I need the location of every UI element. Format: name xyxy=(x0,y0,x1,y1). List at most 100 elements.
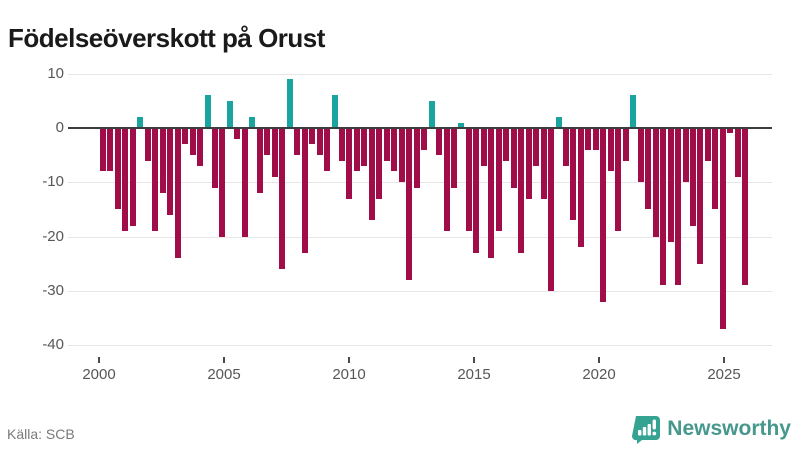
bar-negative xyxy=(450,128,457,188)
bar-positive xyxy=(249,117,256,128)
bar-negative xyxy=(174,128,181,259)
y-axis-tick-label: -10 xyxy=(42,173,64,191)
bar-negative xyxy=(368,128,375,221)
x-axis-tick-mark xyxy=(98,357,100,363)
bar-negative xyxy=(734,128,741,177)
bar-negative xyxy=(219,128,226,237)
bar-negative xyxy=(100,128,106,172)
x-axis-tick-label: 2000 xyxy=(82,366,116,383)
newsworthy-logo[interactable]: Newsworthy xyxy=(631,414,791,444)
bar-positive xyxy=(137,117,144,128)
y-axis-tick-label: -20 xyxy=(42,227,64,245)
bar-negative xyxy=(480,128,487,166)
bar-negative xyxy=(234,128,241,139)
y-axis-tick-label: -40 xyxy=(42,336,64,353)
bar-negative xyxy=(443,128,450,232)
bar-negative xyxy=(353,128,360,172)
gridline xyxy=(68,290,772,292)
bar-negative xyxy=(338,128,345,161)
bar-negative xyxy=(548,128,555,291)
bar-negative xyxy=(652,128,659,237)
bar-negative xyxy=(712,128,719,210)
bar-negative xyxy=(241,128,248,237)
bar-negative xyxy=(122,128,129,232)
bar-negative xyxy=(346,128,353,199)
bar-negative xyxy=(324,128,331,172)
bar-positive xyxy=(331,95,338,128)
bar-positive xyxy=(630,95,637,128)
x-axis-tick-mark xyxy=(598,357,600,363)
x-axis-tick-label: 2020 xyxy=(582,366,616,383)
x-axis-tick-mark xyxy=(348,357,350,363)
bar-negative xyxy=(264,128,271,156)
newsworthy-logo-text: Newsworthy xyxy=(667,417,791,440)
bar-negative xyxy=(540,128,547,199)
bar-negative xyxy=(465,128,472,232)
gridline xyxy=(68,345,772,346)
bar-negative xyxy=(727,128,734,134)
bar-negative xyxy=(391,128,398,172)
gridline xyxy=(68,182,772,184)
birth-surplus-bar-chart: 10 0 -10 -20 -30 -40 2000 2005 2010 2015 2020 2025 xyxy=(42,65,772,383)
bar-positive xyxy=(204,95,211,128)
bar-negative xyxy=(637,128,644,183)
bar-negative xyxy=(182,128,189,145)
bar-negative xyxy=(376,128,383,199)
bar-negative xyxy=(159,128,166,194)
x-axis-tick-mark xyxy=(723,357,725,363)
bar-negative xyxy=(212,128,219,188)
bar-negative xyxy=(607,128,614,172)
bar-positive xyxy=(458,122,465,128)
bar-negative xyxy=(144,128,151,161)
bar-negative xyxy=(114,128,121,210)
bar-negative xyxy=(129,128,136,226)
bar-negative xyxy=(406,128,413,280)
bar-negative xyxy=(645,128,652,210)
bar-negative xyxy=(167,128,174,215)
bar-negative xyxy=(577,128,584,248)
bar-negative xyxy=(704,128,711,161)
x-axis-tick-label: 2025 xyxy=(707,366,741,383)
bar-negative xyxy=(533,128,540,166)
bar-negative xyxy=(495,128,502,232)
bar-negative xyxy=(152,128,159,232)
bar-negative xyxy=(742,128,749,286)
x-axis-tick-mark xyxy=(223,357,225,363)
x-axis-tick-label: 2005 xyxy=(207,366,241,383)
bar-negative xyxy=(503,128,510,161)
bar-negative xyxy=(398,128,405,183)
bar-negative xyxy=(563,128,570,166)
bar-negative xyxy=(189,128,196,156)
bar-negative xyxy=(675,128,682,286)
y-axis-tick-label: 0 xyxy=(55,119,64,136)
bar-negative xyxy=(719,128,726,329)
bar-negative xyxy=(316,128,323,156)
bar-negative xyxy=(383,128,390,161)
bar-negative xyxy=(518,128,525,253)
bar-negative xyxy=(585,128,592,150)
x-axis-tick-label: 2015 xyxy=(457,366,491,383)
bar-negative xyxy=(660,128,667,286)
bar-negative xyxy=(301,128,308,253)
bar-negative xyxy=(682,128,689,183)
bar-negative xyxy=(510,128,517,188)
bar-negative xyxy=(309,128,316,145)
bar-negative xyxy=(197,128,204,166)
bar-negative xyxy=(256,128,263,194)
bar-negative xyxy=(271,128,278,177)
bar-negative xyxy=(488,128,495,259)
bar-positive xyxy=(226,100,233,128)
bar-positive xyxy=(286,79,293,128)
bar-negative xyxy=(361,128,368,166)
gridline xyxy=(68,236,772,238)
bar-positive xyxy=(428,100,435,128)
bar-negative xyxy=(689,128,696,226)
gridline xyxy=(68,73,772,75)
bar-negative xyxy=(473,128,480,253)
bar-negative xyxy=(294,128,301,156)
bar-negative xyxy=(615,128,622,232)
bar-negative xyxy=(413,128,420,188)
bar-negative xyxy=(600,128,607,302)
y-axis-tick-label: -30 xyxy=(42,281,64,299)
zero-axis-line xyxy=(68,127,772,129)
